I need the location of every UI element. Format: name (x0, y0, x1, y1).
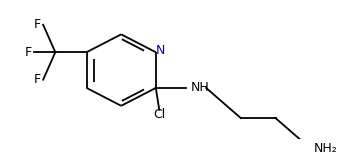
Text: NH: NH (190, 81, 209, 94)
Text: F: F (33, 73, 40, 86)
Text: F: F (33, 18, 40, 31)
Text: F: F (25, 46, 32, 59)
Text: NH₂: NH₂ (314, 142, 337, 155)
Text: Cl: Cl (153, 108, 166, 121)
Text: N: N (156, 44, 165, 57)
